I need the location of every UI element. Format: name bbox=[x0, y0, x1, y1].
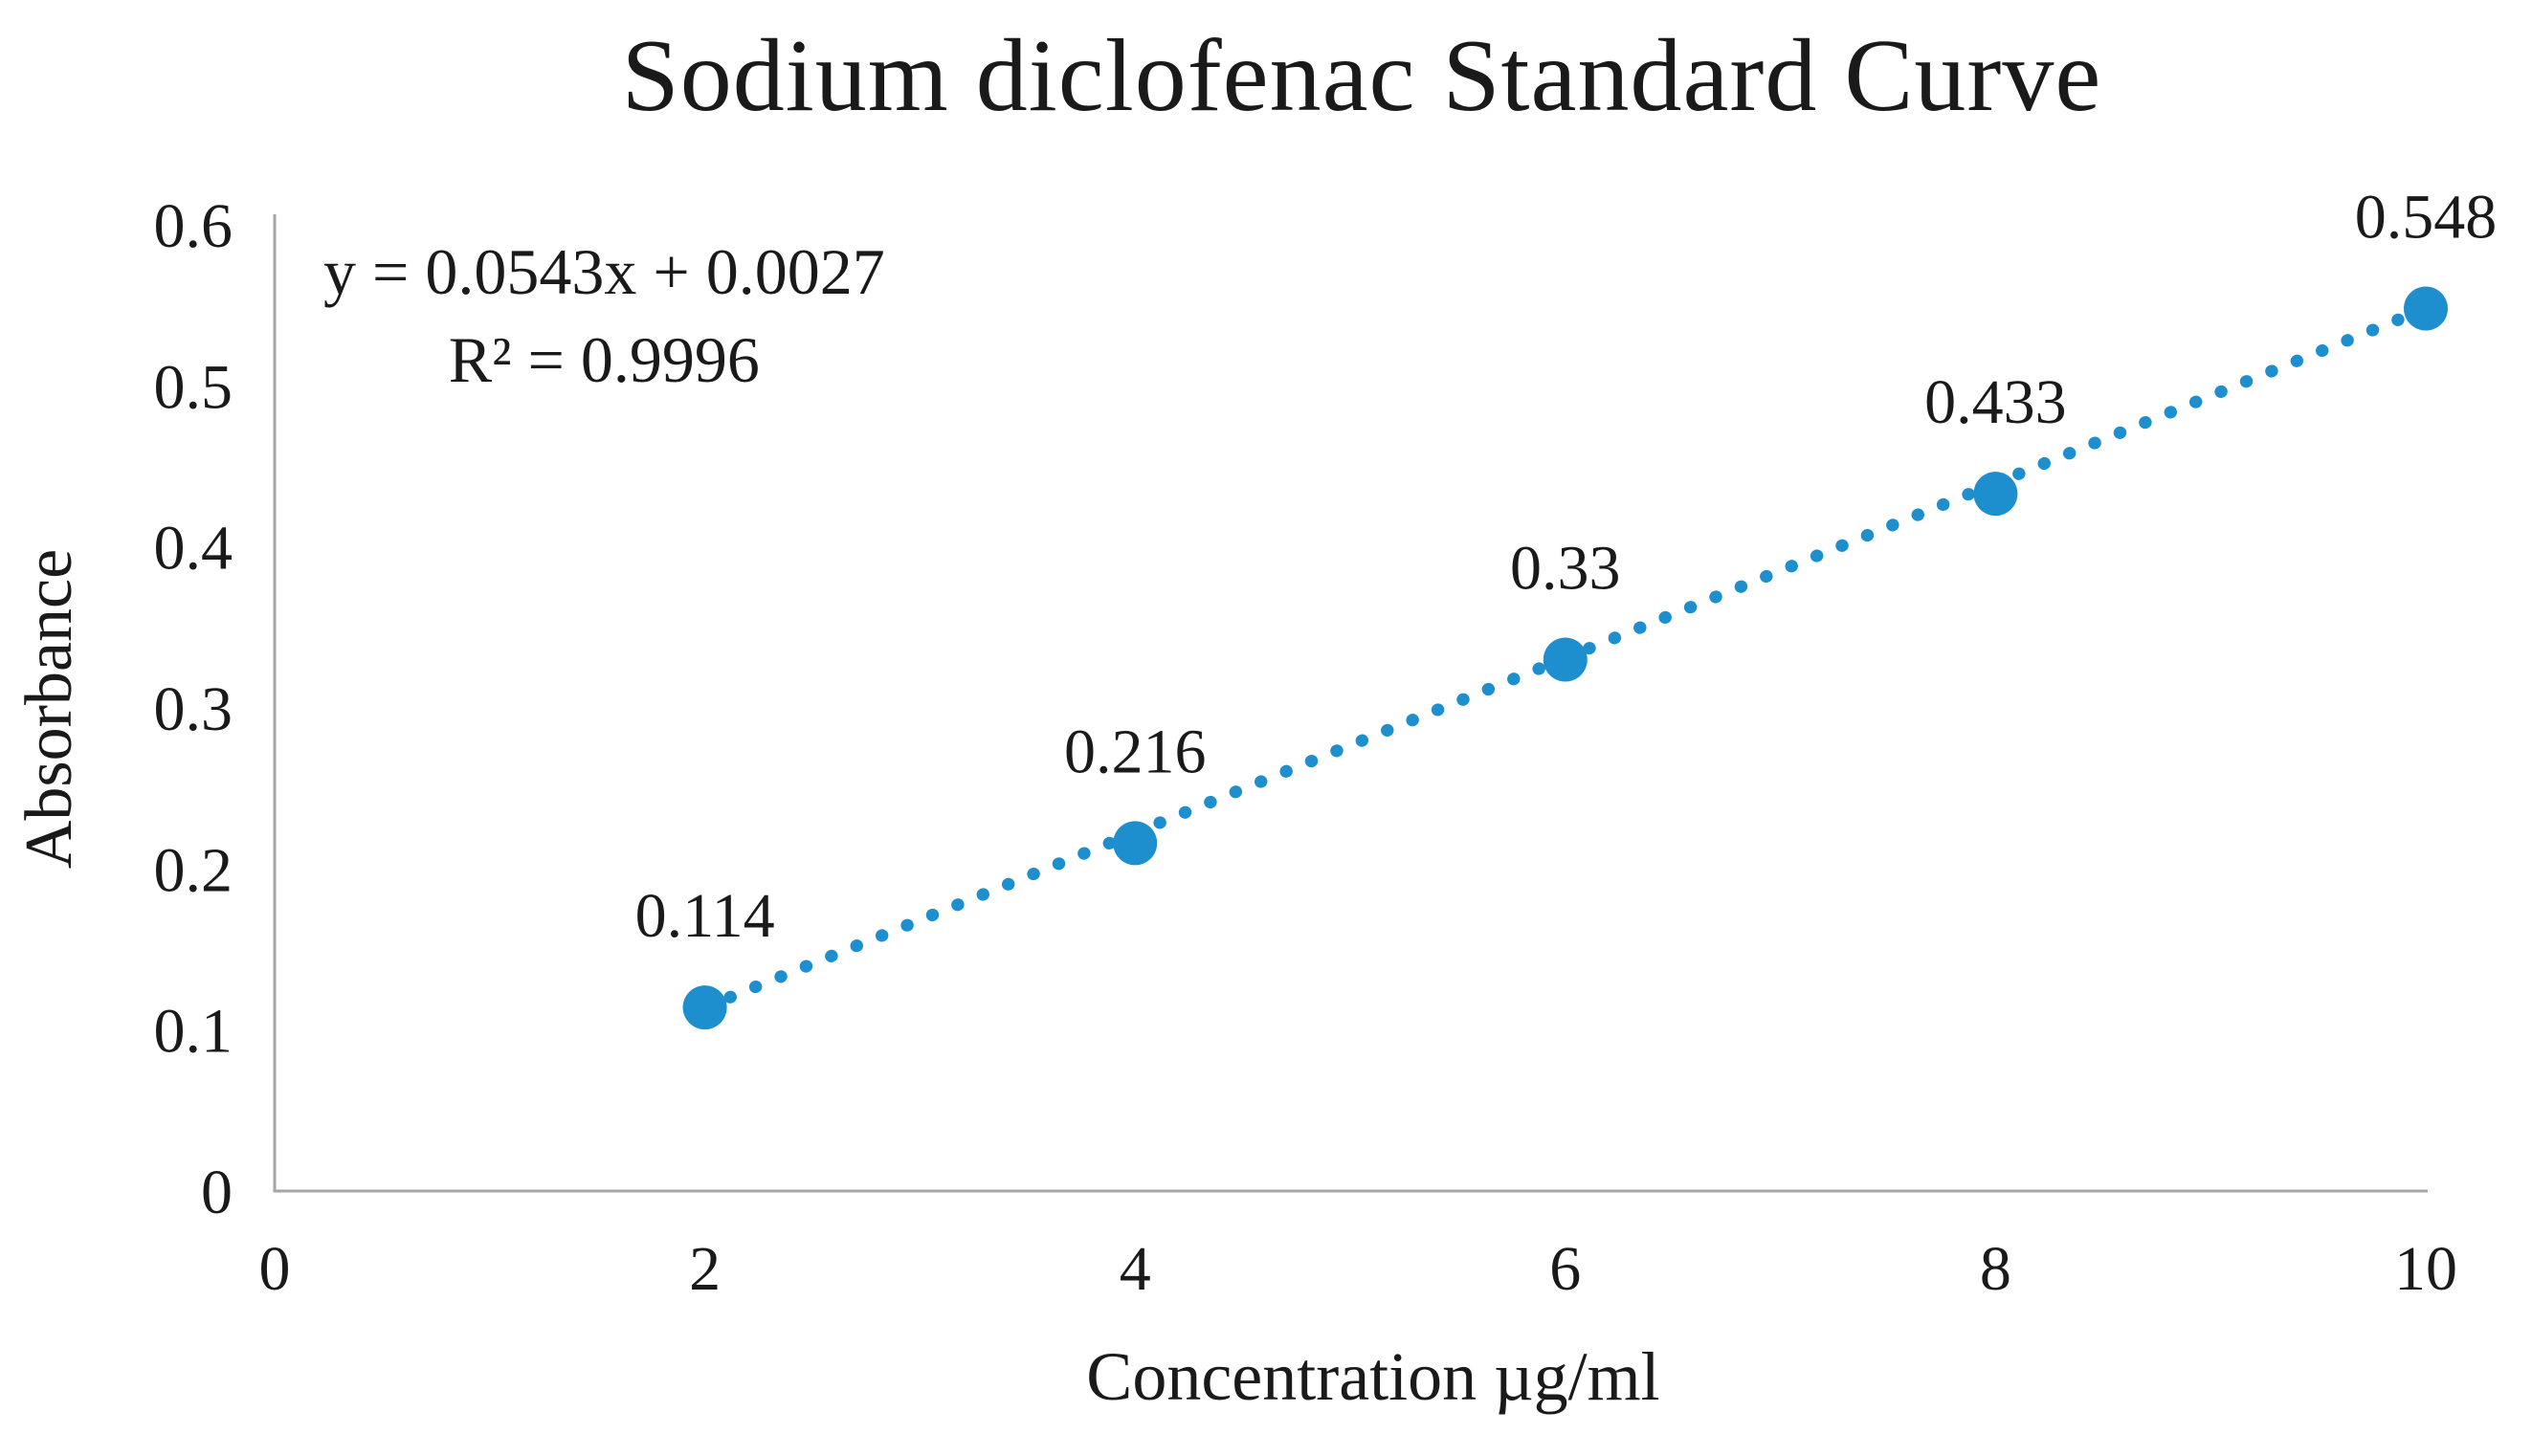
y-tick-label: 0.5 bbox=[154, 352, 233, 422]
y-tick-label: 0.3 bbox=[154, 674, 233, 744]
y-tick-label: 0 bbox=[201, 1158, 233, 1227]
y-tick-label: 0.2 bbox=[154, 835, 233, 905]
data-point-marker bbox=[1973, 472, 2018, 517]
data-point-marker bbox=[1543, 637, 1588, 682]
data-point-label: 0.548 bbox=[2355, 183, 2498, 253]
x-tick-label: 6 bbox=[1549, 1234, 1581, 1304]
data-point-marker bbox=[1113, 821, 1158, 866]
y-tick-label: 0.1 bbox=[154, 997, 233, 1067]
trendline-r-squared: R² = 0.9996 bbox=[448, 323, 760, 397]
data-point-label: 0.114 bbox=[635, 881, 775, 951]
data-point-label: 0.33 bbox=[1510, 534, 1621, 604]
data-point-marker bbox=[682, 985, 727, 1030]
data-point-label: 0.433 bbox=[1924, 367, 2067, 437]
x-tick-label: 8 bbox=[1980, 1234, 2011, 1304]
x-axis-title: Concentration µg/ml bbox=[1086, 1338, 1660, 1415]
y-tick-label: 0.4 bbox=[154, 514, 233, 584]
chart-title: Sodium diclofenac Standard Curve bbox=[621, 19, 2102, 133]
data-point-label: 0.216 bbox=[1064, 717, 1207, 786]
x-tick-label: 4 bbox=[1120, 1234, 1151, 1304]
x-tick-label: 2 bbox=[689, 1234, 721, 1304]
y-tick-label: 0.6 bbox=[154, 191, 233, 261]
data-point-marker bbox=[2404, 286, 2448, 331]
x-tick-label: 0 bbox=[259, 1234, 291, 1304]
trendline-equation: y = 0.0543x + 0.0027 bbox=[323, 235, 885, 308]
trendline-equation-block: y = 0.0543x + 0.0027 R² = 0.9996 bbox=[323, 228, 885, 405]
x-tick-label: 10 bbox=[2394, 1234, 2457, 1304]
